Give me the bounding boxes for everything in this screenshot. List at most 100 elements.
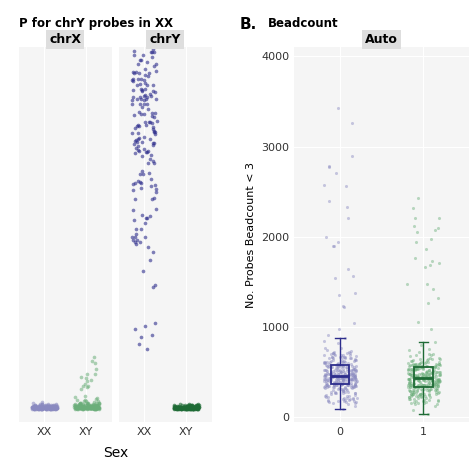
Point: [136, 56, 144, 64]
Point: [92, 403, 100, 411]
Point: [73, 397, 81, 404]
Point: [50, 401, 57, 409]
Point: [416, 391, 423, 398]
Point: [187, 403, 194, 411]
Point: [405, 395, 412, 402]
Point: [151, 109, 158, 117]
Point: [144, 160, 151, 167]
Point: [129, 76, 137, 83]
Point: [175, 405, 182, 412]
Point: [323, 381, 331, 389]
Point: [85, 403, 93, 410]
Point: [436, 378, 443, 385]
Point: [175, 404, 183, 412]
Point: [350, 319, 358, 327]
Point: [189, 401, 196, 409]
Point: [175, 404, 182, 412]
Point: [44, 400, 52, 408]
Point: [192, 404, 200, 412]
Point: [418, 380, 425, 388]
Point: [53, 401, 60, 409]
Point: [94, 403, 101, 411]
Point: [42, 405, 49, 412]
Point: [38, 404, 46, 412]
Point: [411, 361, 419, 368]
Point: [321, 392, 329, 399]
Point: [426, 386, 433, 394]
Point: [337, 369, 345, 376]
Point: [406, 376, 414, 384]
Point: [73, 403, 80, 411]
Point: [404, 365, 412, 373]
Point: [416, 382, 423, 389]
Point: [43, 403, 50, 410]
Point: [419, 373, 426, 381]
Point: [31, 405, 38, 412]
Point: [320, 383, 328, 391]
Point: [138, 138, 146, 146]
Point: [137, 56, 145, 64]
Point: [33, 404, 41, 412]
Point: [132, 1, 140, 9]
Point: [344, 386, 351, 393]
Point: [350, 398, 358, 405]
Point: [338, 358, 346, 366]
Point: [173, 403, 181, 411]
Point: [181, 403, 189, 411]
Point: [49, 402, 56, 410]
Point: [173, 405, 181, 412]
Point: [92, 395, 100, 402]
Point: [76, 404, 84, 412]
Point: [52, 403, 59, 411]
Point: [331, 389, 339, 396]
Point: [51, 405, 59, 412]
Point: [432, 388, 440, 396]
Point: [138, 153, 146, 160]
Point: [140, 100, 147, 108]
Point: [153, 61, 160, 68]
Point: [336, 366, 343, 374]
Point: [325, 398, 333, 405]
Point: [83, 403, 91, 411]
Point: [30, 402, 37, 410]
Point: [432, 390, 440, 397]
Point: [334, 370, 342, 378]
Point: [149, 331, 156, 339]
Point: [320, 375, 328, 383]
Point: [34, 404, 41, 412]
Point: [52, 403, 59, 411]
Point: [427, 370, 434, 377]
Point: [95, 399, 102, 406]
Point: [183, 404, 191, 412]
Point: [72, 405, 79, 412]
Point: [334, 398, 342, 405]
Point: [85, 405, 92, 412]
Point: [35, 405, 43, 412]
Point: [410, 386, 417, 394]
Point: [51, 405, 59, 412]
Point: [185, 404, 193, 412]
Point: [329, 356, 337, 364]
Point: [180, 404, 187, 412]
Point: [173, 403, 180, 411]
Point: [184, 404, 192, 412]
Point: [414, 228, 421, 236]
Point: [341, 372, 348, 380]
Point: [346, 375, 354, 383]
Point: [337, 374, 344, 382]
Point: [91, 405, 99, 412]
Point: [185, 403, 193, 411]
Point: [343, 367, 351, 374]
Point: [43, 403, 50, 411]
Point: [334, 375, 341, 383]
Point: [431, 338, 438, 346]
Point: [174, 405, 182, 412]
Point: [187, 404, 194, 411]
Point: [193, 403, 201, 411]
Point: [409, 392, 416, 399]
Point: [175, 403, 182, 410]
Point: [86, 404, 93, 412]
Point: [337, 364, 344, 371]
Point: [431, 381, 438, 388]
Point: [45, 403, 52, 411]
